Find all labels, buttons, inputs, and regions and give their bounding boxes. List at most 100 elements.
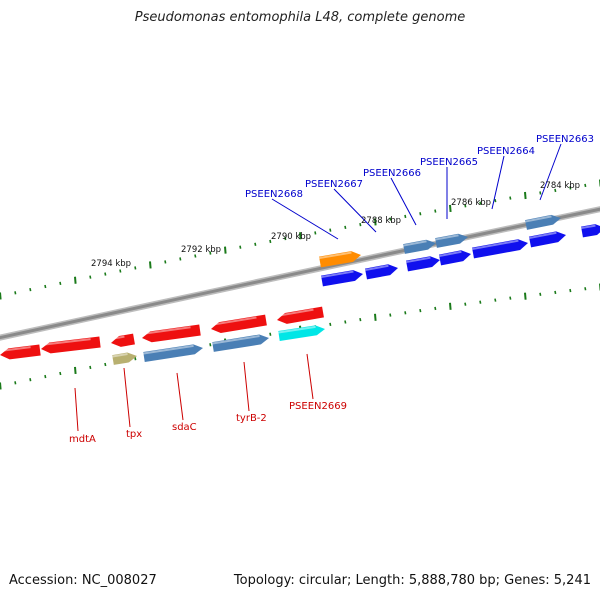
inner-ring-minor-tick — [269, 332, 272, 336]
inner-ring-minor-tick — [419, 308, 422, 313]
gene-steelblue-3 — [525, 214, 561, 230]
outer-ring-minor-tick — [584, 183, 587, 188]
gene-steelblue-2-body — [435, 233, 468, 248]
callout-top-4 — [491, 155, 505, 210]
gene-steelblue-2 — [435, 233, 468, 248]
inner-ring-major-tick — [0, 382, 2, 390]
callout-bottom-2 — [176, 372, 184, 421]
gene-reverse-PSEEN2669-highlight — [276, 308, 314, 318]
gene-steelblue-5-body — [212, 334, 269, 352]
gene-forward-7 — [581, 224, 600, 238]
gene-forward-1-body — [321, 270, 363, 287]
outer-ring-minor-tick — [119, 269, 122, 273]
inner-ring-major-tick — [74, 366, 77, 375]
outer-ring-minor-tick — [509, 196, 512, 200]
inner-ring-minor-tick — [434, 306, 437, 311]
gene-reverse-tpx-highlight — [110, 335, 125, 341]
outer-ring-minor-tick — [179, 257, 182, 261]
outer-ring-major-tick — [449, 204, 452, 213]
gene-steelblue-5 — [212, 334, 269, 352]
gene-forward-6-body — [528, 231, 566, 248]
gene-forward-3-highlight — [406, 256, 431, 264]
inner-ring-minor-tick — [554, 290, 557, 295]
genome-summary: Topology: circular; Length: 5,888,780 bp… — [233, 573, 591, 588]
gene-reverse-PSEEN2669 — [276, 306, 324, 324]
outer-ring-minor-tick — [284, 236, 287, 241]
inner-ring-major-tick — [449, 302, 452, 310]
inner-ring-minor-tick — [209, 343, 212, 347]
inner-ring-minor-tick — [389, 313, 392, 317]
gene-steelblue-5-highlight — [212, 334, 260, 345]
outer-ring-minor-tick — [134, 266, 137, 270]
gene-label-mdtA[interactable]: mdtA — [69, 434, 96, 445]
inner-ring-minor-tick — [479, 300, 482, 304]
gene-reverse-tyrB-2-body — [211, 314, 267, 333]
gene-steelblue-1-body — [403, 239, 436, 254]
outer-ring-minor-tick — [59, 281, 62, 286]
gene-label-tpx[interactable]: tpx — [126, 429, 142, 440]
callout-bottom-1 — [123, 367, 131, 428]
inner-ring-minor-tick — [569, 288, 572, 293]
gene-reverse-mdtA-body — [41, 336, 101, 354]
gene-reverse-tpx — [110, 333, 135, 347]
outer-ring-minor-tick — [389, 217, 392, 221]
callout-top-0 — [271, 198, 339, 240]
gene-reverse-sdaC — [141, 324, 201, 343]
gene-cyan-highlight — [278, 325, 316, 334]
scale-label-2794: 2794 kbp — [91, 259, 131, 269]
outer-ring-minor-tick — [269, 239, 272, 244]
inner-ring-minor-tick — [134, 357, 137, 361]
gene-label-PSEEN2664[interactable]: PSEEN2664 — [477, 146, 535, 157]
gene-callouts — [74, 143, 562, 432]
gene-label-PSEEN2663[interactable]: PSEEN2663 — [536, 134, 594, 145]
outer-ring-major-tick — [74, 276, 77, 284]
gene-steelblue-1-highlight — [403, 240, 427, 247]
gene-cyan — [278, 325, 325, 341]
gene-label-tyrB-2[interactable]: tyrB-2 — [236, 413, 267, 424]
inner-ring-minor-tick — [359, 317, 362, 322]
gene-reverse-tpx-body — [111, 333, 135, 347]
gene-label-PSEEN2668[interactable]: PSEEN2668 — [245, 189, 303, 200]
inner-ring-minor-tick — [89, 365, 92, 370]
gene-forward-2-body — [364, 264, 398, 280]
gene-forward-4 — [438, 250, 471, 266]
gene-label-sdaC[interactable]: sdaC — [172, 422, 197, 433]
gene-steelblue-4-highlight — [143, 344, 194, 355]
outer-ring-minor-tick — [104, 272, 107, 276]
gene-label-PSEEN2669[interactable]: PSEEN2669 — [289, 401, 347, 412]
gene-label-PSEEN2667[interactable]: PSEEN2667 — [305, 179, 363, 190]
outer-ring-major-tick — [149, 261, 152, 269]
inner-ring-minor-tick — [14, 381, 17, 385]
inner-ring-minor-tick — [59, 371, 62, 376]
inner-ring-minor-tick — [539, 292, 542, 296]
gene-reverse-tyrB-2-highlight — [210, 316, 257, 327]
outer-ring-minor-tick — [419, 212, 422, 216]
inner-ring-minor-tick — [104, 362, 107, 367]
callout-bottom-0 — [74, 387, 79, 432]
inner-ring-major-tick — [374, 313, 377, 321]
gene-forward-2-highlight — [365, 264, 389, 272]
gene-olive-body — [112, 352, 137, 365]
outer-ring-minor-tick — [539, 191, 542, 195]
outer-ring-minor-tick — [464, 204, 467, 208]
inner-ring-minor-tick — [29, 378, 32, 382]
outer-ring-major-tick — [0, 292, 2, 300]
gene-forward-2 — [364, 264, 398, 280]
gene-reverse-tyrB-2 — [210, 314, 267, 333]
gene-steelblue-3-highlight — [525, 215, 552, 223]
callout-bottom-3 — [243, 361, 250, 412]
outer-ring-major-tick — [224, 246, 227, 254]
gene-steelblue-4-body — [143, 344, 203, 362]
gene-label-PSEEN2665[interactable]: PSEEN2665 — [420, 157, 478, 168]
gene-label-PSEEN2666[interactable]: PSEEN2666 — [363, 168, 421, 179]
outer-ring-major-tick — [524, 191, 527, 200]
gene-forward-1-highlight — [321, 270, 354, 279]
gene-forward-7-highlight — [581, 224, 596, 230]
outer-ring-minor-tick — [89, 275, 92, 279]
outer-ring-minor-tick — [209, 251, 212, 255]
accession-label: Accession: NC_008027 — [9, 573, 157, 588]
inner-ring-minor-tick — [494, 298, 497, 302]
scale-label-2788: 2788 kbp — [361, 216, 401, 226]
